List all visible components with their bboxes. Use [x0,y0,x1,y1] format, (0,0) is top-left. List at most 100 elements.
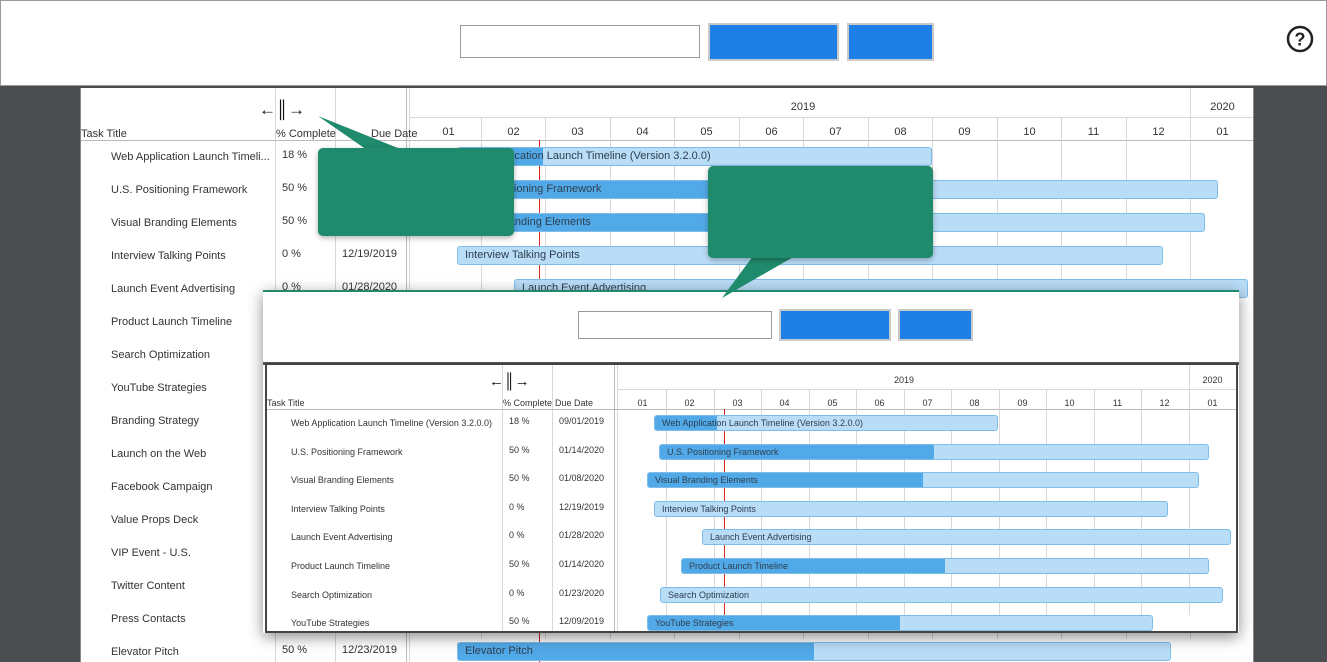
task-bar[interactable]: Visual Branding Elements [647,472,1200,489]
cancel-button[interactable] [847,23,934,61]
inset-cancel-button[interactable] [898,309,973,341]
task-title-cell[interactable]: Launch on the Web [111,448,207,460]
inset-export-pdf-button[interactable] [779,309,891,341]
timeline-header-line [409,117,1253,118]
task-bar-label: Interview Talking Points [662,503,756,514]
percent-cell: 0 % [509,501,525,512]
month-label: 04 [636,126,649,138]
task-bar-progress [655,416,717,430]
month-label: 09 [1017,398,1028,408]
month-label: 01 [1207,398,1218,408]
task-title-cell[interactable]: Search Optimization [291,589,373,600]
task-bar[interactable]: Product Launch Timeline [681,558,1209,574]
question-circle-icon[interactable]: ? [1286,25,1314,53]
year-divider [1190,88,1191,117]
task-title-cell[interactable]: Interview Talking Points [291,503,385,514]
task-bar-progress [660,444,934,459]
column-divider [614,365,615,631]
task-title-cell[interactable]: VIP Event - U.S. [111,547,191,559]
task-bar[interactable]: Elevator Pitch [457,642,1172,661]
column-resize-icon[interactable]: ←║→ [259,100,306,119]
month-label: 05 [700,126,713,138]
task-title-cell[interactable]: Interview Talking Points [111,250,226,262]
task-bar[interactable]: YouTube Strategies [647,615,1153,631]
due-date-cell: 01/08/2020 [559,473,605,484]
month-gridline [1189,389,1190,615]
task-title-cell[interactable]: Search Optimization [111,349,211,361]
task-title-cell[interactable]: Branding Strategy [111,415,200,427]
inset-gantt-preview: Task Title % Complete Due Date ←║→ 01 02 03 04 0… [265,363,1238,633]
task-title-cell[interactable]: U.S. Positioning Framework [291,446,403,457]
task-title-cell[interactable]: U.S. Positioning Framework [111,184,248,196]
callout-drag-pointer [318,116,408,152]
task-title-cell[interactable]: Launch Event Advertising [111,283,236,295]
task-bar[interactable]: Search Optimization [660,586,1223,603]
task-bar-label: U.S. Positioning Framework [667,446,779,457]
export-pdf-button[interactable] [708,23,839,61]
task-title-cell[interactable]: Web Application Launch Timeli... [111,151,270,163]
task-bar[interactable]: Launch Event Advertising [702,529,1231,546]
task-title-cell[interactable]: Launch Event Advertising [291,532,393,543]
month-label: 10 [1064,398,1075,408]
task-title-cell[interactable]: Product Launch Timeline [291,561,391,571]
year-divider [1189,365,1190,389]
task-bar-label: Web Application Launch Timeline (Version… [465,150,711,162]
task-bar-label: Visual Branding Elements [655,475,758,486]
task-title-cell[interactable]: Press Contacts [111,613,186,625]
column-divider [502,365,503,631]
due-date-cell: 01/23/2020 [559,587,605,598]
month-label: 03 [732,398,743,408]
task-bar[interactable]: Web Application Launch Timeline (Version… [457,147,932,166]
task-bar[interactable]: Web Application Launch Timeline (Version… [654,415,999,431]
due-date-cell: 01/14/2020 [559,559,605,569]
task-title-cell[interactable]: YouTube Strategies [291,618,370,629]
month-label: 09 [958,126,971,138]
task-bar-progress [682,559,945,573]
month-label: 04 [779,398,790,408]
percent-cell: 50 % [509,444,530,455]
percent-cell: 50 % [282,215,308,227]
task-bar[interactable]: Interview Talking Points [654,500,1169,517]
filename-input[interactable] [460,25,700,58]
percent-cell: 50 % [282,644,308,656]
month-label: 02 [684,398,695,408]
month-label: 12 [1159,398,1170,408]
task-title-cell[interactable]: YouTube Strategies [111,382,207,394]
task-title-cell[interactable]: Facebook Campaign [111,481,213,493]
task-title-cell[interactable]: Elevator Pitch [111,646,179,658]
task-bar-label: YouTube Strategies [655,618,734,629]
inset-filename-input[interactable] [578,311,772,339]
task-bar-label: Launch Event Advertising [710,532,812,543]
month-label: 03 [571,126,584,138]
month-label: 12 [1152,126,1165,138]
task-title-cell[interactable]: Web Application Launch Timeline (Version… [291,418,492,428]
column-divider [617,365,618,631]
due-date-cell: 12/19/2019 [342,248,398,260]
month-label: 11 [1112,398,1123,408]
percent-cell: 0 % [509,587,525,598]
inset-toolbar [263,292,1239,364]
percent-cell: 50 % [282,182,308,194]
task-title-cell[interactable]: Visual Branding Elements [111,217,237,229]
month-label: 01 [1216,126,1229,138]
month-label: 07 [922,398,933,408]
task-bar-progress [648,473,924,488]
due-date-cell: 12/19/2019 [559,501,605,512]
month-label: 05 [827,398,838,408]
month-label: 08 [894,126,907,138]
year-label: 2019 [790,101,816,113]
callout-drag [318,148,514,236]
task-title-cell[interactable]: Value Props Deck [111,514,199,526]
month-label: 01 [637,398,648,408]
task-bar-label: Elevator Pitch [465,645,533,657]
month-label: 11 [1087,126,1100,138]
task-title-cell[interactable]: Twitter Content [111,580,185,592]
percent-cell: 0 % [282,248,301,260]
column-resize-icon[interactable]: ←║→ [489,373,530,390]
month-label: 02 [507,126,520,138]
task-title-cell[interactable]: Product Launch Timeline [111,316,233,328]
task-bar-label: Product Launch Timeline [689,561,789,571]
task-bar[interactable]: U.S. Positioning Framework [659,443,1209,460]
task-title-cell[interactable]: Visual Branding Elements [291,475,394,486]
year-label: 2020 [1202,375,1223,385]
